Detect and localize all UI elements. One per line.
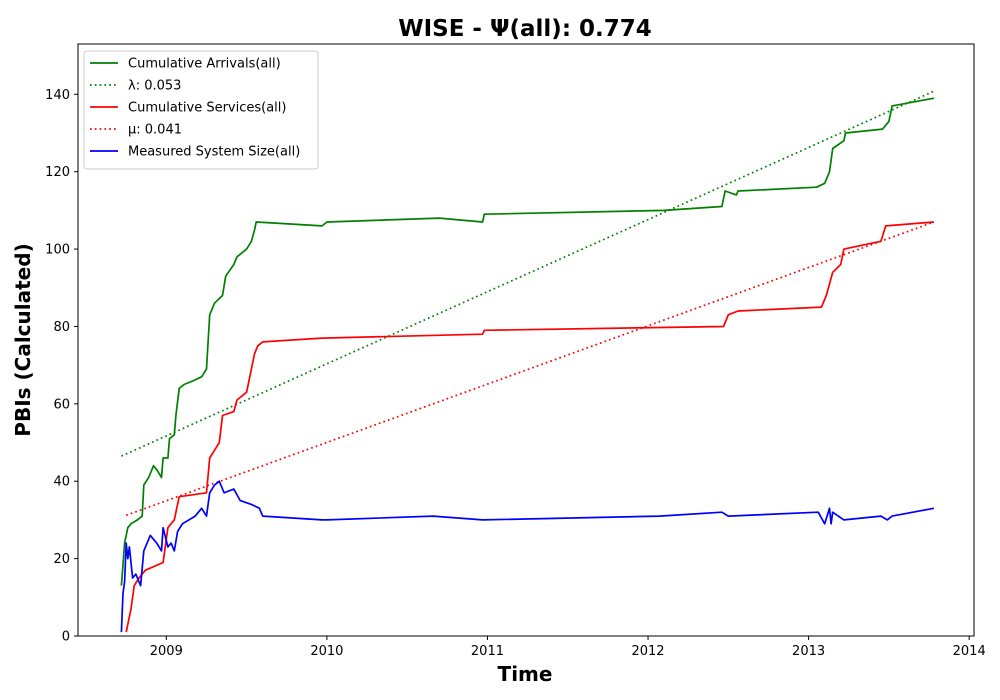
x-tick-label: 2010 [310,644,343,659]
plot-area [120,90,935,633]
y-tick-label: 80 [53,320,70,335]
x-axis-title: Time [498,662,553,686]
y-tick-label: 40 [53,475,70,490]
series-line-5 [120,480,935,633]
series-line-1 [120,97,935,586]
axis-ticks: 2009 2010 2011 2012 2013 2014 0 20 40 60 80 100 120 1… [45,88,986,659]
legend: Cumulative Arrivals(all) λ: 0.053 Cumulati… [83,50,319,170]
legend-label-3: Cumulative Services(all) [128,101,286,116]
legend-label-1: Cumulative Arrivals(all) [128,57,281,72]
legend-label-2: λ: 0.053 [128,79,181,94]
y-tick-label: 60 [53,397,70,412]
y-tick-label: 0 [62,630,70,645]
y-tick-label: 20 [53,552,70,567]
legend-box [83,50,319,170]
y-tick-label: 120 [45,165,70,180]
legend-label-4: μ: 0.041 [128,123,182,138]
x-tick-label: 2009 [150,644,183,659]
y-tick-label: 100 [45,243,70,258]
x-tick-label: 2012 [631,644,664,659]
series-line-4 [125,221,935,517]
y-tick-label: 140 [45,88,70,103]
plot-frame [77,43,975,637]
x-tick-label: 2011 [471,644,504,659]
y-axis-title: PBIs (Calculated) [11,243,35,436]
chart-title: WISE - Ψ(all): 0.774 [398,16,652,42]
x-tick-label: 2013 [792,644,825,659]
x-tick-label: 2014 [953,644,986,659]
legend-label-5: Measured System Size(all) [128,145,300,160]
